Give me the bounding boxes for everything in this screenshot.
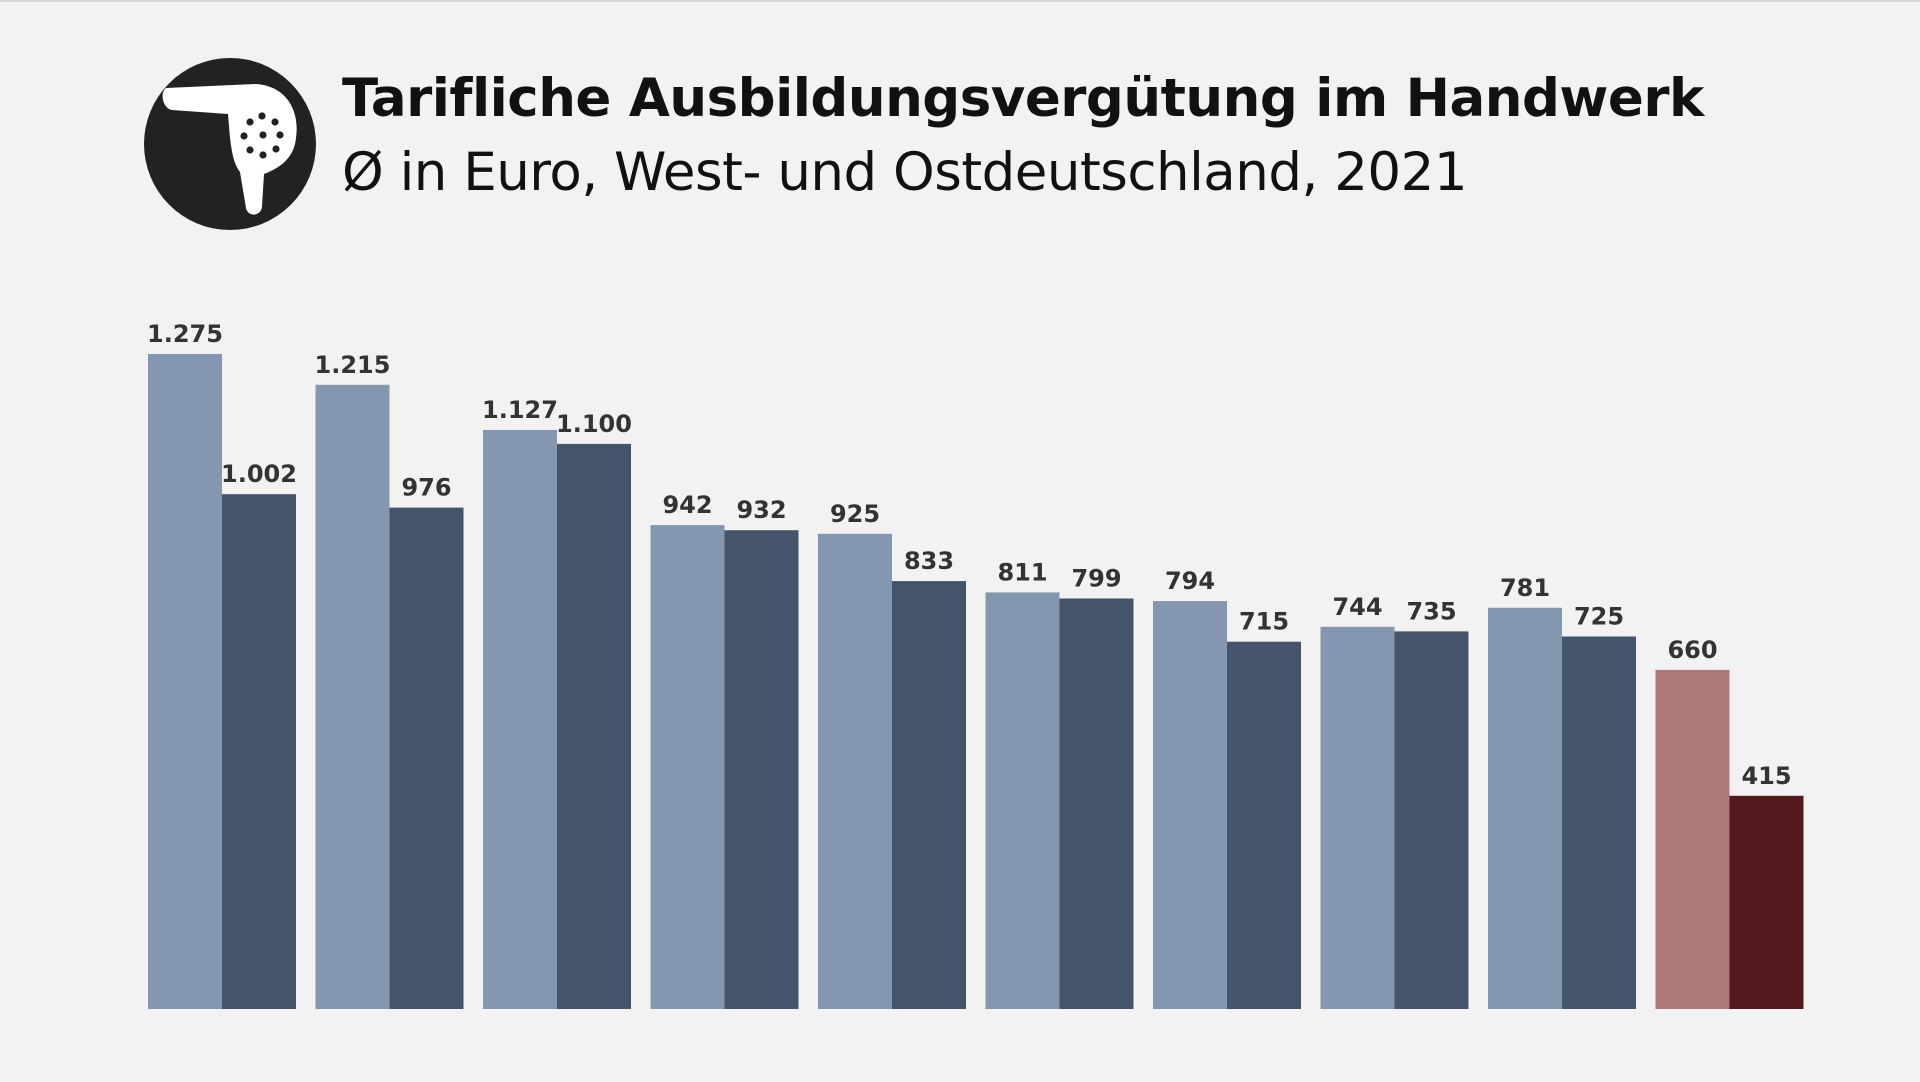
data-label-series-1-group-5: 925 [830, 500, 880, 528]
chart-title: Tarifliche Ausbildungsvergütung im Handw… [342, 68, 1704, 129]
bar-series-2-group-1 [222, 494, 296, 1009]
bar-series-1-group-4 [650, 525, 725, 1009]
bar-series-2-group-5 [892, 581, 966, 1009]
data-label-series-2-group-6: 799 [1071, 565, 1121, 593]
bar-series-2-group-2 [389, 507, 464, 1009]
data-label-series-1-group-4: 942 [662, 491, 712, 519]
data-label-series-1-group-2: 1.215 [315, 351, 391, 379]
bar-series-1-group-5 [818, 533, 892, 1009]
data-label-series-2-group-2: 976 [401, 474, 451, 502]
data-label-series-2-group-4: 932 [736, 496, 786, 524]
data-label-series-1-group-8: 744 [1332, 593, 1382, 621]
bar-series-1-group-9 [1488, 607, 1562, 1009]
data-label-series-2-group-3: 1.100 [556, 410, 632, 438]
data-label-series-2-group-9: 725 [1574, 603, 1624, 631]
bar-series-1-group-10 [1655, 669, 1730, 1009]
data-label-series-1-group-10: 660 [1667, 636, 1717, 664]
bar-series-1-group-2 [315, 384, 390, 1009]
bar-series-2-group-9 [1562, 636, 1636, 1009]
bar-series-2-group-7 [1227, 641, 1301, 1009]
hair-dryer-icon [144, 58, 316, 230]
bar-series-2-group-4 [724, 530, 799, 1009]
data-label-series-1-group-9: 781 [1500, 574, 1550, 602]
data-label-series-2-group-10: 415 [1741, 762, 1791, 790]
bar-series-2-group-6 [1059, 598, 1134, 1009]
bar-series-1-group-7 [1153, 601, 1227, 1009]
data-label-series-2-group-5: 833 [904, 547, 954, 575]
bar-series-1-group-3 [483, 430, 557, 1009]
bar-series-1-group-6 [985, 592, 1060, 1009]
bar-series-2-group-3 [557, 443, 631, 1009]
data-label-series-1-group-1: 1.275 [147, 320, 223, 348]
bar-series-2-group-8 [1394, 631, 1469, 1009]
bar-series-2-group-10 [1729, 795, 1804, 1009]
bar-series-1-group-1 [148, 354, 222, 1009]
data-label-series-2-group-7: 715 [1239, 608, 1289, 636]
data-label-series-2-group-8: 735 [1406, 597, 1456, 625]
data-label-series-1-group-7: 794 [1165, 567, 1215, 595]
chart-subtitle: Ø in Euro, West- und Ostdeutschland, 202… [342, 142, 1468, 203]
data-label-series-1-group-6: 811 [997, 558, 1047, 586]
data-label-series-2-group-1: 1.002 [221, 460, 297, 488]
data-label-series-1-group-3: 1.127 [482, 396, 558, 424]
bar-series-1-group-8 [1320, 626, 1395, 1009]
